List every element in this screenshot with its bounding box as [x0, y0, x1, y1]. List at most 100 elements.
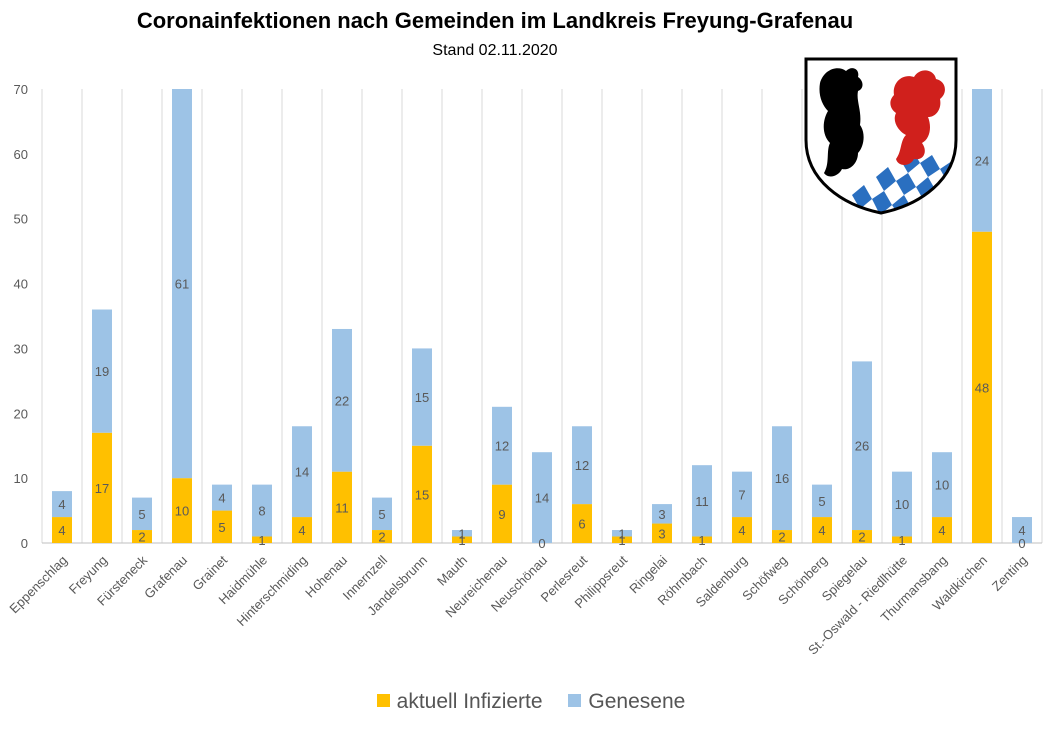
data-label-infizierte: 2 [138, 530, 145, 545]
data-label-infizierte: 3 [658, 526, 665, 541]
bar-genesene [1012, 517, 1032, 543]
data-label-genesene: 26 [855, 439, 869, 454]
data-label-infizierte: 1 [258, 533, 265, 548]
chart-title: Coronainfektionen nach Gemeinden im Land… [136, 8, 854, 33]
y-tick-label: 10 [14, 471, 28, 486]
data-label-infizierte: 5 [218, 520, 225, 535]
data-label-genesene: 11 [695, 494, 709, 509]
bar-infizierte [972, 231, 992, 543]
data-label-genesene: 12 [575, 458, 589, 473]
data-label-infizierte: 1 [898, 533, 905, 548]
data-label-infizierte: 15 [415, 487, 429, 502]
bar-infizierte [612, 536, 632, 543]
legend-swatch-infizierte [376, 693, 390, 707]
bar-genesene [612, 530, 632, 537]
bar-infizierte [772, 530, 792, 543]
data-label-infizierte: 4 [738, 523, 745, 538]
bar-infizierte [572, 504, 592, 543]
x-tick-label: Mauth [434, 553, 470, 589]
legend-swatch-genesene [568, 693, 582, 707]
data-label-genesene: 14 [535, 491, 549, 506]
data-label-infizierte: 1 [618, 533, 625, 548]
y-tick-label: 30 [14, 341, 28, 356]
data-label-genesene: 5 [818, 494, 825, 509]
bar-genesene [212, 484, 232, 511]
data-label-genesene: 5 [378, 507, 385, 522]
data-label-infizierte: 2 [378, 530, 385, 545]
y-tick-label: 70 [14, 82, 28, 97]
bar-infizierte [452, 536, 472, 543]
data-label-infizierte: 4 [818, 523, 825, 538]
bar-genesene [252, 484, 272, 537]
bar-infizierte [852, 530, 872, 543]
bar-genesene [572, 426, 592, 505]
bar-genesene [172, 89, 192, 479]
data-label-genesene: 24 [975, 153, 989, 168]
bar-infizierte [292, 517, 312, 543]
data-label-infizierte: 9 [498, 507, 505, 522]
bar-infizierte [212, 510, 232, 543]
data-label-infizierte: 2 [778, 530, 785, 545]
data-label-infizierte: 17 [95, 481, 109, 496]
legend-label-infizierte: aktuell Infizierte [396, 690, 543, 713]
data-label-infizierte: 48 [975, 380, 989, 395]
data-label-infizierte: 1 [698, 533, 705, 548]
coat-of-arms-logo [804, 57, 958, 215]
bar-genesene [532, 452, 552, 543]
bar-infizierte [732, 517, 752, 543]
data-label-infizierte: 2 [858, 530, 865, 545]
bar-infizierte [372, 530, 392, 543]
bar-genesene [972, 89, 992, 232]
bar-genesene [812, 484, 832, 518]
bar-genesene [692, 465, 712, 537]
legend-item-infizierte: aktuell Infizierte [376, 690, 543, 714]
chart-subtitle: Stand 02.11.2020 [432, 42, 558, 59]
bar-genesene [852, 361, 872, 531]
data-label-genesene: 15 [415, 390, 429, 405]
y-tick-label: 0 [21, 536, 28, 551]
data-label-genesene: 16 [775, 471, 789, 486]
data-label-infizierte: 10 [175, 504, 189, 519]
bar-genesene [892, 471, 912, 537]
bar-infizierte [92, 432, 112, 543]
bar-infizierte [332, 471, 352, 543]
data-label-genesene: 4 [218, 491, 225, 506]
data-label-infizierte: 4 [938, 523, 945, 538]
bar-genesene [132, 497, 152, 531]
bar-infizierte [172, 478, 192, 543]
bar-genesene [292, 426, 312, 518]
bar-infizierte [52, 517, 72, 543]
bar-infizierte [132, 530, 152, 543]
y-tick-label: 60 [14, 147, 28, 162]
data-label-genesene: 22 [335, 393, 349, 408]
bar-infizierte [492, 484, 512, 543]
data-label-genesene: 4 [1018, 523, 1025, 538]
bar-genesene [772, 426, 792, 531]
data-label-genesene: 10 [895, 497, 909, 512]
data-label-genesene: 61 [175, 277, 189, 292]
bar-genesene [492, 406, 512, 485]
data-label-genesene: 19 [95, 364, 109, 379]
data-label-infizierte: 0 [1018, 536, 1025, 551]
bar-genesene [52, 491, 72, 518]
data-label-infizierte: 1 [458, 533, 465, 548]
data-label-genesene: 4 [58, 497, 65, 512]
bar-genesene [732, 471, 752, 518]
data-label-genesene: 14 [295, 465, 309, 480]
x-tick-label: Grafenau [141, 553, 190, 602]
bar-genesene [412, 348, 432, 446]
data-label-genesene: 1 [618, 526, 625, 541]
legend-item-genesene: Genesene [568, 690, 685, 714]
bar-infizierte [812, 517, 832, 543]
bar-infizierte [692, 536, 712, 543]
legend-label-genesene: Genesene [588, 690, 686, 713]
data-label-genesene: 7 [738, 487, 745, 502]
bar-genesene [452, 530, 472, 537]
data-label-infizierte: 4 [298, 523, 305, 538]
data-label-genesene: 8 [258, 504, 265, 519]
x-tick-label: Zenting [989, 553, 1030, 594]
data-label-infizierte: 4 [58, 523, 65, 538]
bar-genesene [652, 504, 672, 524]
x-tick-label: Hinterschmiding [234, 553, 311, 630]
